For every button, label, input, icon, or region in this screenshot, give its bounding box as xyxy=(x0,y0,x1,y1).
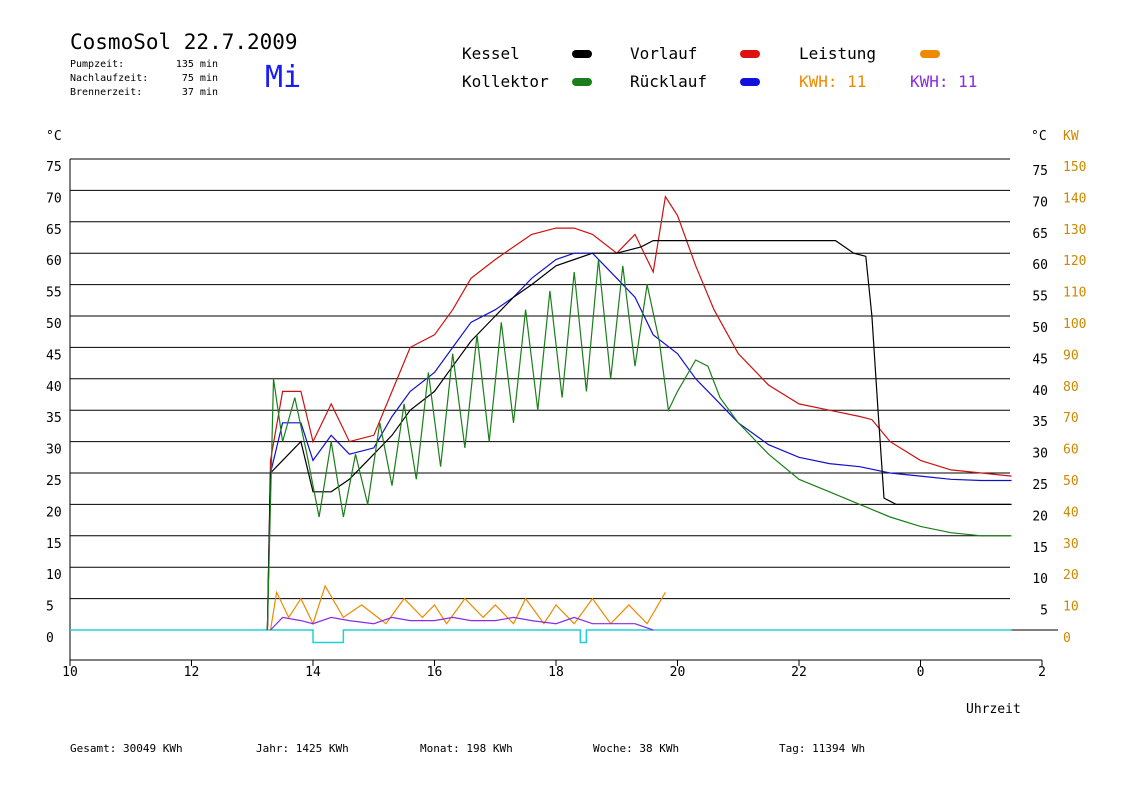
y-axis-right-kw-unit: KW xyxy=(1063,129,1079,144)
series-line-vorlauf xyxy=(266,195,1012,631)
series-line-leistung xyxy=(269,584,666,631)
x-tick-label: 0 xyxy=(917,665,925,680)
y-tick-kw-label: 0 xyxy=(1063,631,1071,646)
x-tick-label: 12 xyxy=(184,665,200,680)
y-tick-kw-label: 60 xyxy=(1063,443,1079,458)
info-value-nachlaufzeit: 75 min xyxy=(181,73,218,84)
legend-leistung-label: Leistung xyxy=(799,44,877,63)
info-value-pumpzeit: 135 min xyxy=(175,59,218,70)
info-value-brennerzeit: 37 min xyxy=(181,87,218,98)
y-tick-kw-label: 40 xyxy=(1063,505,1079,520)
y-tick-left-label: 55 xyxy=(46,286,62,301)
legend-kwh-second: KWH: 11 xyxy=(910,72,978,91)
y-tick-left-label: 40 xyxy=(46,380,62,395)
series-line-kollektor xyxy=(266,259,1012,631)
y-tick-kw-label: 100 xyxy=(1063,317,1086,332)
y-tick-right-label: 15 xyxy=(1032,541,1048,556)
x-tick-label: 22 xyxy=(791,665,807,680)
legend-leistung-swatch xyxy=(920,50,940,58)
y-tick-left-label: 15 xyxy=(46,537,62,552)
y-tick-kw-label: 90 xyxy=(1063,348,1079,363)
y-tick-right-label: 50 xyxy=(1032,321,1048,336)
y-tick-left-label: 0 xyxy=(46,631,54,646)
legend-vorlauf-swatch xyxy=(740,50,760,58)
y-tick-right-label: 70 xyxy=(1032,195,1048,210)
y-axis-right-unit: °C xyxy=(1031,129,1047,144)
page-title: CosmoSol 22.7.2009 xyxy=(70,30,298,54)
y-tick-kw-label: 80 xyxy=(1063,380,1079,395)
weekday-label: Mi xyxy=(265,60,302,95)
series-line-kessel xyxy=(266,240,1012,631)
y-tick-left-label: 10 xyxy=(46,568,62,583)
y-tick-right-label: 65 xyxy=(1032,227,1048,242)
pump-signal-line xyxy=(70,629,1012,644)
info-label-brennerzeit: Brennerzeit: xyxy=(70,87,143,98)
y-tick-kw-label: 70 xyxy=(1063,411,1079,426)
y-tick-left-label: 70 xyxy=(46,191,62,206)
x-axis-label: Uhrzeit xyxy=(966,702,1021,717)
y-tick-kw-label: 120 xyxy=(1063,254,1086,269)
y-tick-kw-label: 130 xyxy=(1063,223,1086,238)
y-tick-right-label: 60 xyxy=(1032,258,1048,273)
footer-woche: Woche: 38 KWh xyxy=(593,742,680,755)
y-tick-left-label: 25 xyxy=(46,474,62,489)
x-tick-label: 16 xyxy=(427,665,443,680)
y-tick-right-label: 10 xyxy=(1032,572,1048,587)
y-tick-kw-label: 10 xyxy=(1063,600,1079,615)
x-tick-label: 10 xyxy=(62,665,78,680)
y-tick-left-label: 5 xyxy=(46,600,54,615)
footer-gesamt: Gesamt: 30049 KWh xyxy=(70,742,183,755)
y-tick-kw-label: 150 xyxy=(1063,160,1086,175)
footer-monat: Monat: 198 KWh xyxy=(420,742,513,755)
legend-kollektor-label: Kollektor xyxy=(462,72,549,91)
y-tick-right-label: 40 xyxy=(1032,384,1048,399)
x-tick-label: 18 xyxy=(548,665,564,680)
y-tick-kw-label: 30 xyxy=(1063,537,1079,552)
y-tick-right-label: 20 xyxy=(1032,509,1048,524)
y-tick-left-label: 50 xyxy=(46,317,62,332)
footer-tag: Tag: 11394 Wh xyxy=(779,742,866,755)
y-axis-left-unit: °C xyxy=(46,129,62,144)
legend-vorlauf-label: Vorlauf xyxy=(630,44,698,63)
x-tick-label: 2 xyxy=(1038,665,1046,680)
x-tick-label: 20 xyxy=(670,665,686,680)
legend-kollektor-swatch xyxy=(572,78,592,86)
legend-kessel-label: Kessel xyxy=(462,44,520,63)
y-tick-kw-label: 20 xyxy=(1063,568,1079,583)
legend-kwh-leistung: KWH: 11 xyxy=(799,72,867,91)
legend-ruecklauf-label: Rücklauf xyxy=(630,72,708,91)
y-tick-right-label: 45 xyxy=(1032,352,1048,367)
y-tick-left-label: 60 xyxy=(46,254,62,269)
legend-ruecklauf-swatch xyxy=(740,78,760,86)
y-tick-right-label: 5 xyxy=(1040,604,1048,619)
series-line-kwh2 xyxy=(270,616,654,631)
series-line-ruecklauf xyxy=(266,252,1012,631)
y-tick-kw-label: 140 xyxy=(1063,191,1086,206)
y-tick-right-label: 35 xyxy=(1032,415,1048,430)
footer-jahr: Jahr: 1425 KWh xyxy=(256,742,349,755)
y-tick-left-label: 45 xyxy=(46,348,62,363)
y-tick-kw-label: 50 xyxy=(1063,474,1079,489)
y-tick-right-label: 30 xyxy=(1032,447,1048,462)
x-tick-label: 14 xyxy=(305,665,321,680)
y-tick-left-label: 30 xyxy=(46,443,62,458)
y-tick-right-label: 75 xyxy=(1032,164,1048,179)
info-label-pumpzeit: Pumpzeit: xyxy=(70,59,125,70)
y-tick-left-label: 35 xyxy=(46,411,62,426)
y-tick-left-label: 75 xyxy=(46,160,62,175)
y-tick-right-label: 25 xyxy=(1032,478,1048,493)
y-tick-left-label: 65 xyxy=(46,223,62,238)
legend-kessel-swatch xyxy=(572,50,592,58)
info-label-nachlaufzeit: Nachlaufzeit: xyxy=(70,73,149,84)
y-tick-right-label: 55 xyxy=(1032,290,1048,305)
y-tick-kw-label: 110 xyxy=(1063,286,1086,301)
y-tick-left-label: 20 xyxy=(46,505,62,520)
